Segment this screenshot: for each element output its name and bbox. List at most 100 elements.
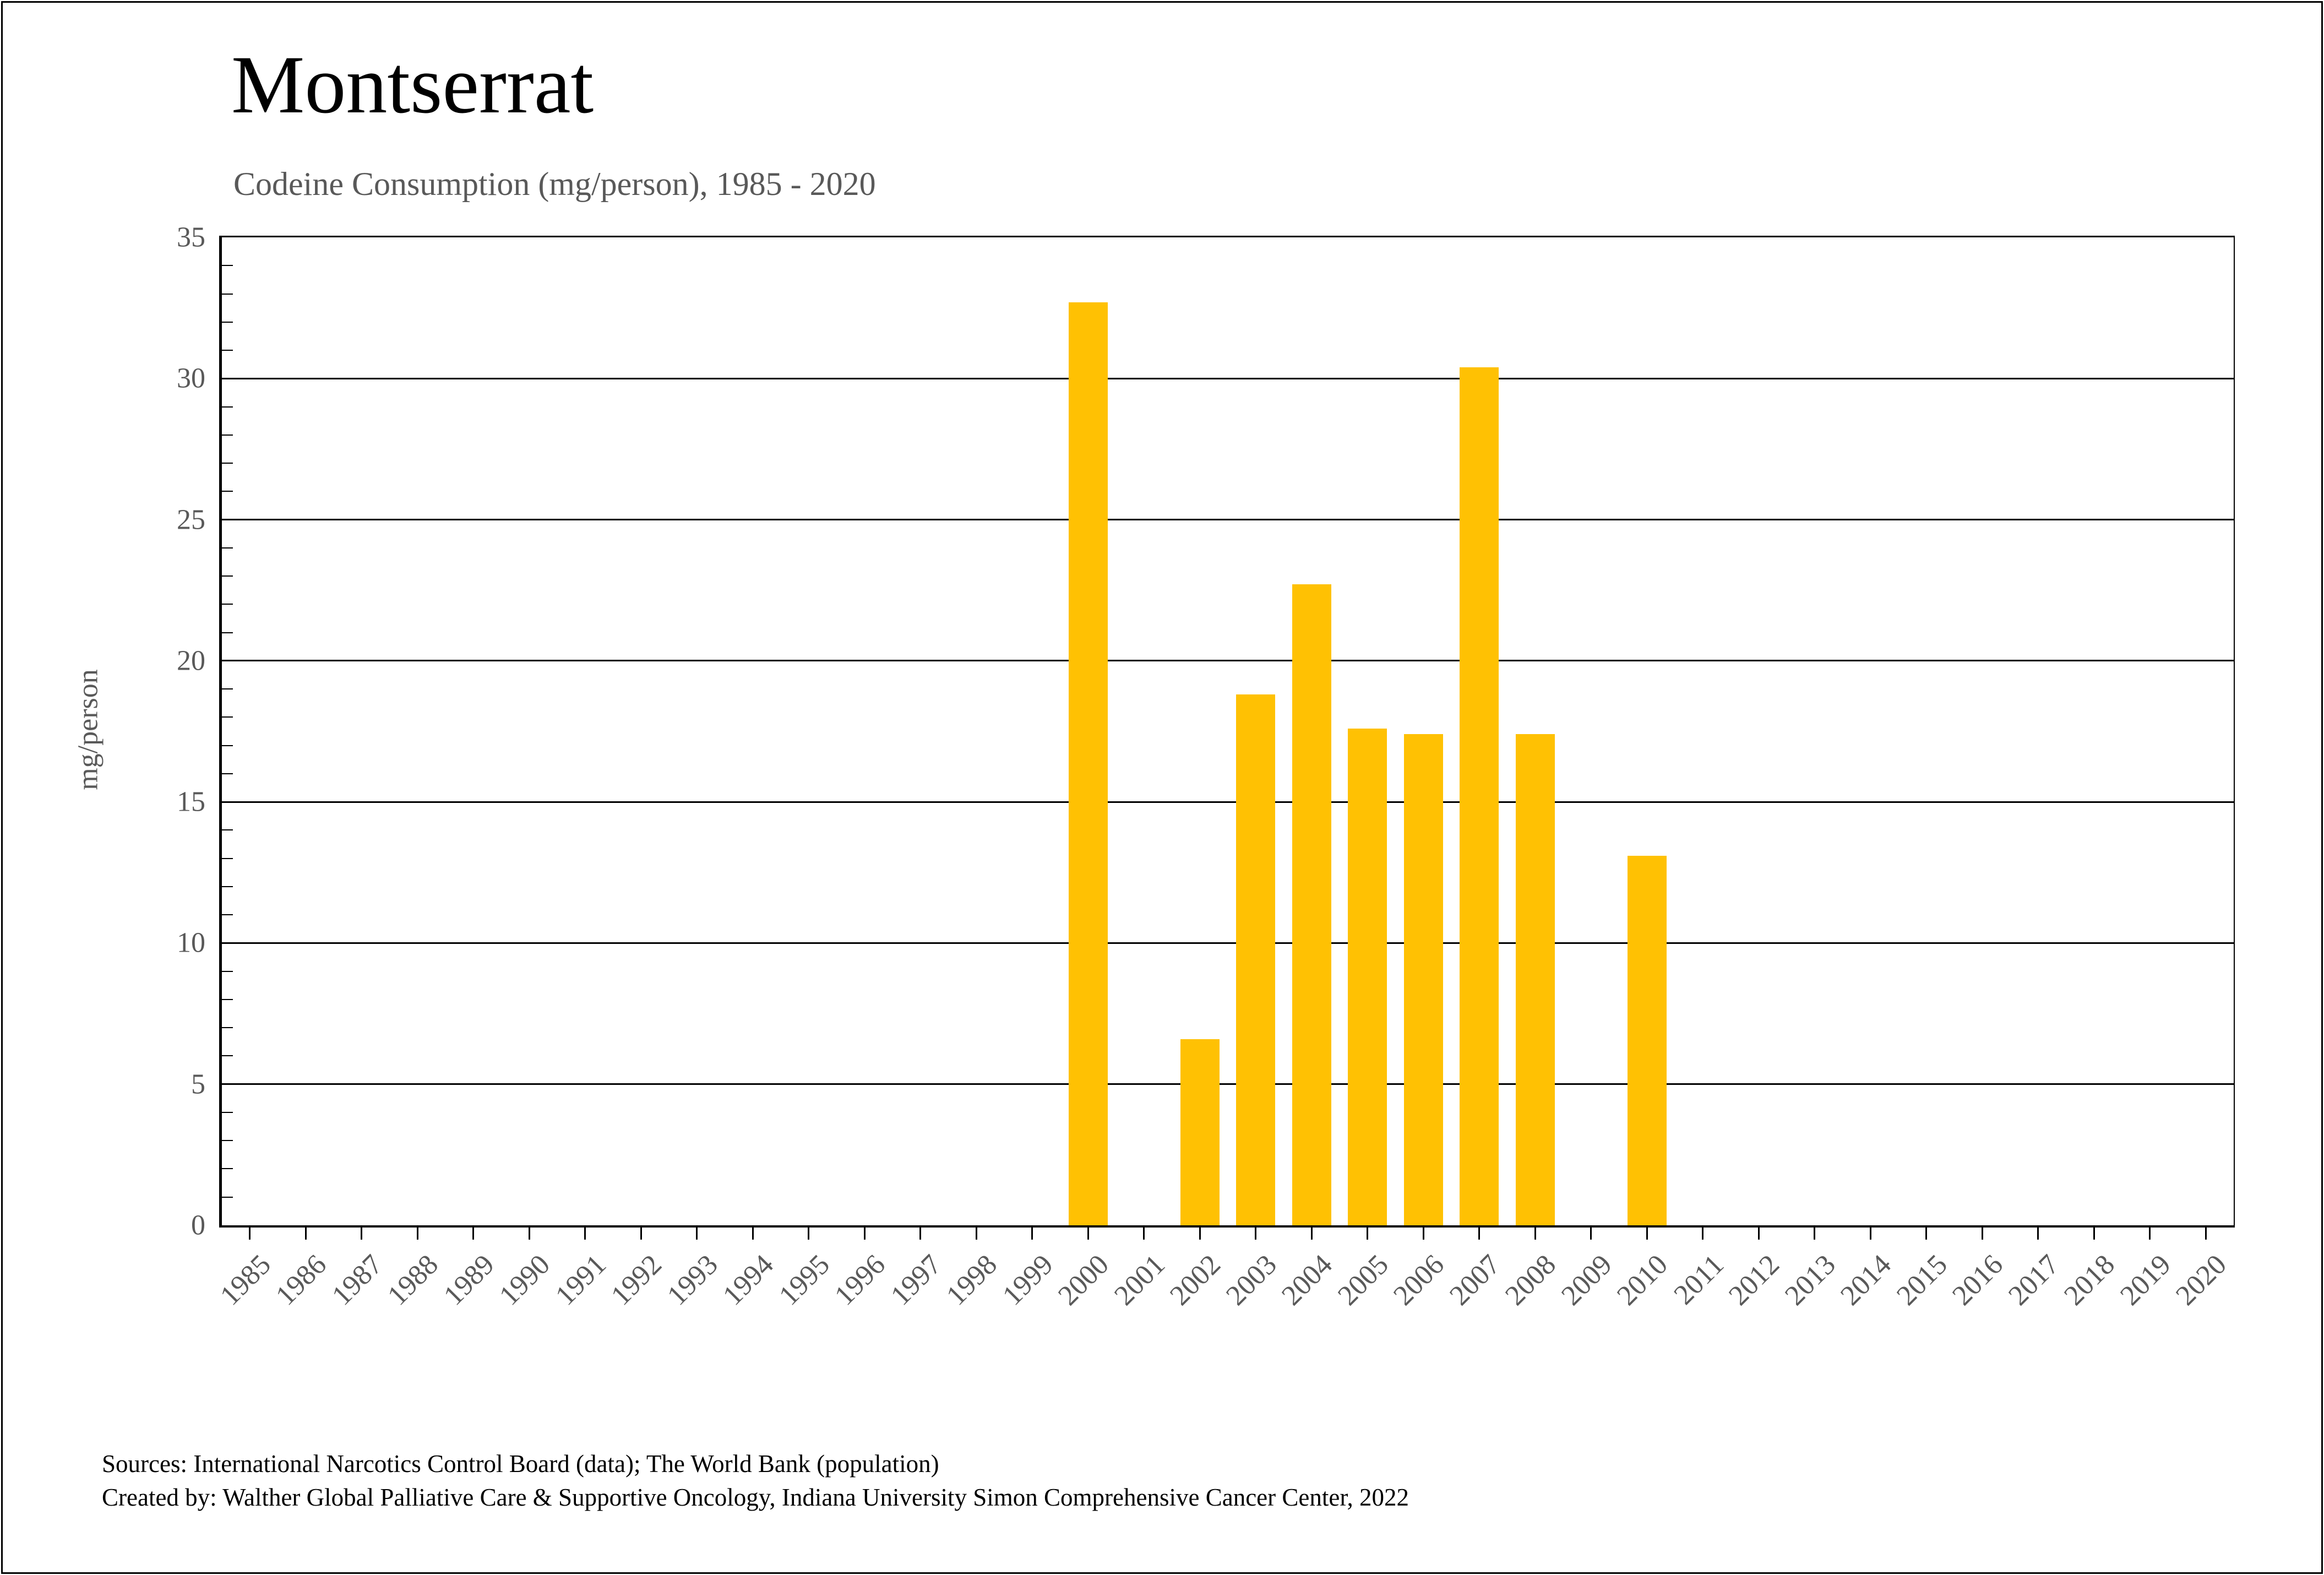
y-minor-tick — [222, 1027, 233, 1029]
x-tick-label-1988: 1988 — [382, 1248, 445, 1312]
x-tick-label-1995: 1995 — [772, 1248, 836, 1312]
x-tick-2009 — [1590, 1225, 1592, 1240]
x-tick-label-2008: 2008 — [1499, 1248, 1563, 1312]
x-tick-2013 — [1814, 1225, 1816, 1240]
gridline-10 — [222, 942, 2234, 944]
y-tick-label-5: 5 — [191, 1068, 205, 1100]
x-tick-label-1994: 1994 — [717, 1248, 780, 1312]
x-tick-label-1986: 1986 — [270, 1248, 333, 1312]
gridline-25 — [222, 519, 2234, 521]
x-tick-2011 — [1702, 1225, 1704, 1240]
y-minor-tick — [222, 350, 233, 351]
x-tick-label-2020: 2020 — [2170, 1248, 2233, 1312]
footer: Sources: International Narcotics Control… — [102, 1447, 1409, 1514]
y-tick-label-30: 30 — [177, 362, 205, 394]
x-tick-label-2002: 2002 — [1164, 1248, 1227, 1312]
y-minor-tick — [222, 632, 233, 633]
plot-area: 0 5 10 15 20 25 30 35 1985 1986 1987 1988 1989 1990 19… — [177, 222, 2235, 1312]
y-minor-tick — [222, 491, 233, 492]
x-tick-2016 — [1981, 1225, 1983, 1240]
x-tick-1997 — [919, 1225, 922, 1240]
footer-sources: Sources: International Narcotics Control… — [102, 1450, 939, 1478]
y-minor-tick — [222, 1196, 233, 1198]
bar-2002 — [1180, 1039, 1220, 1225]
x-tick-label-1999: 1999 — [996, 1248, 1059, 1312]
x-tick-label-1985: 1985 — [214, 1248, 277, 1312]
x-tick-label-1996: 1996 — [829, 1248, 892, 1312]
x-tick-label-2004: 2004 — [1276, 1248, 1339, 1312]
bar-2010 — [1627, 855, 1667, 1225]
y-tick-label-15: 15 — [177, 786, 205, 818]
x-tick-label-2001: 2001 — [1108, 1248, 1171, 1312]
x-tick-1987 — [361, 1225, 363, 1240]
x-tick-2015 — [1925, 1225, 1928, 1240]
x-tick-1995 — [808, 1225, 810, 1240]
x-tick-2001 — [1143, 1225, 1145, 1240]
x-tick-label-2013: 2013 — [1778, 1248, 1842, 1312]
x-tick-label-1987: 1987 — [325, 1248, 389, 1312]
gridline-5 — [222, 1083, 2234, 1085]
gridline-15 — [222, 801, 2234, 803]
x-tick-1998 — [975, 1225, 977, 1240]
x-tick-2003 — [1255, 1225, 1257, 1240]
chart-subtitle: Codeine Consumption (mg/person), 1985 - … — [233, 166, 876, 202]
y-tick-label-35: 35 — [177, 221, 205, 253]
bar-2008 — [1515, 734, 1555, 1225]
x-tick-2005 — [1367, 1225, 1369, 1240]
y-axis-title: mg/person — [72, 669, 104, 790]
y-minor-tick — [222, 745, 233, 746]
x-tick-1986 — [304, 1225, 307, 1240]
x-tick-label-2019: 2019 — [2114, 1248, 2177, 1312]
bar-2006 — [1403, 734, 1443, 1225]
bar-2005 — [1348, 728, 1387, 1225]
x-tick-label-2009: 2009 — [1555, 1248, 1618, 1312]
y-minor-tick — [222, 406, 233, 408]
x-tick-1985 — [249, 1225, 251, 1240]
x-tick-label-2011: 2011 — [1668, 1248, 1730, 1311]
y-minor-tick — [222, 716, 233, 718]
gridline-20 — [222, 660, 2234, 662]
x-tick-label-2007: 2007 — [1443, 1248, 1506, 1312]
x-tick-label-1989: 1989 — [437, 1248, 500, 1312]
x-tick-label-1997: 1997 — [884, 1248, 948, 1312]
x-tick-label-2006: 2006 — [1387, 1248, 1451, 1312]
gridline-30 — [222, 377, 2234, 379]
x-tick-label-2012: 2012 — [1723, 1248, 1786, 1312]
x-tick-1999 — [1031, 1225, 1033, 1240]
x-tick-2000 — [1087, 1225, 1089, 1240]
x-tick-2004 — [1310, 1225, 1313, 1240]
y-tick-label-10: 10 — [177, 927, 205, 959]
bar-2007 — [1460, 367, 1499, 1225]
x-tick-2020 — [2205, 1225, 2207, 1240]
bar-2000 — [1068, 302, 1108, 1225]
y-minor-tick — [222, 547, 233, 548]
footer-created-by: Created by: Walther Global Palliative Ca… — [102, 1483, 1409, 1511]
y-minor-tick — [222, 829, 233, 831]
y-tick-label-0: 0 — [191, 1209, 205, 1241]
y-minor-tick — [222, 1168, 233, 1170]
x-tick-2019 — [2149, 1225, 2151, 1240]
x-tick-2007 — [1478, 1225, 1481, 1240]
x-tick-2006 — [1422, 1225, 1424, 1240]
x-tick-label-1998: 1998 — [940, 1248, 1004, 1312]
x-tick-2008 — [1534, 1225, 1536, 1240]
x-tick-1991 — [584, 1225, 586, 1240]
x-tick-1990 — [528, 1225, 530, 1240]
x-tick-label-2015: 2015 — [1890, 1248, 1953, 1312]
y-minor-tick — [222, 1055, 233, 1057]
y-minor-tick — [222, 914, 233, 916]
x-tick-1993 — [696, 1225, 698, 1240]
x-tick-2017 — [2037, 1225, 2039, 1240]
y-minor-tick — [222, 265, 233, 267]
y-tick-label-20: 20 — [177, 645, 205, 677]
x-tick-1994 — [752, 1225, 754, 1240]
y-tick-label-25: 25 — [177, 504, 205, 536]
y-minor-tick — [222, 688, 233, 690]
y-minor-tick — [222, 1140, 233, 1142]
x-tick-label-1991: 1991 — [549, 1248, 612, 1312]
x-tick-label-2017: 2017 — [2002, 1248, 2065, 1312]
x-tick-label-2000: 2000 — [1052, 1248, 1115, 1312]
x-tick-label-2016: 2016 — [1946, 1248, 2010, 1312]
y-minor-tick — [222, 886, 233, 887]
